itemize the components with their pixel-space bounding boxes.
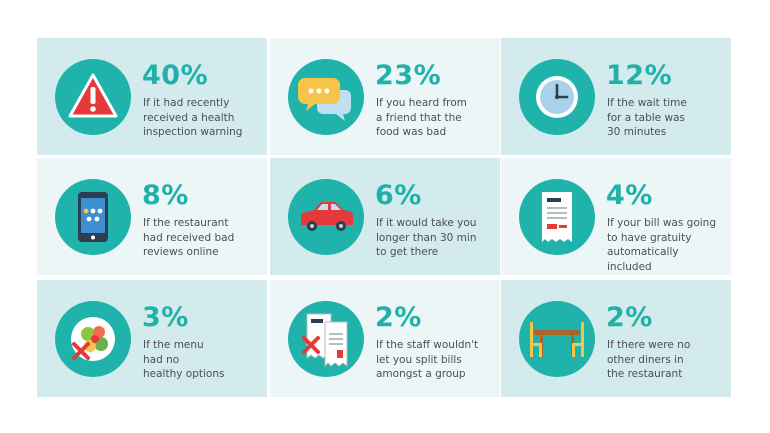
icon: [288, 301, 364, 377]
icon: [519, 59, 595, 135]
percentage: 2%: [606, 302, 653, 333]
description-line: included: [607, 260, 652, 273]
stat-card: 12% If the wait time for a table was 30 min…: [501, 38, 731, 155]
description-line: If the restaurant: [143, 217, 229, 229]
description-line: If it had recently: [143, 97, 230, 109]
percentage: 2%: [375, 302, 422, 333]
description-line: a friend that the: [376, 111, 462, 124]
description-line: If the menu: [143, 339, 204, 351]
description-line: the restaurant: [607, 368, 683, 380]
description-line: amongst a group: [376, 368, 466, 380]
description-line: let you split bills: [376, 353, 462, 366]
icon: [55, 59, 131, 135]
stat-card: 8% If the restaurant had received bad revie…: [37, 158, 267, 275]
description: If it would take you longer than 30 min to…: [376, 216, 476, 260]
icon: [288, 59, 364, 135]
icon: [519, 179, 595, 255]
percentage: 40%: [142, 60, 209, 91]
description-line: automatically: [607, 246, 679, 258]
description-line: inspection warning: [143, 126, 243, 138]
description-line: other diners in: [607, 353, 684, 366]
description-line: healthy options: [143, 368, 225, 380]
icon: [519, 301, 595, 377]
percentage: 8%: [142, 180, 189, 211]
icon: [288, 179, 364, 255]
icon: [55, 179, 131, 255]
description: If you heard from a friend that the food w…: [376, 96, 467, 140]
description-line: If the wait time: [607, 97, 687, 109]
description-line: If you heard from: [376, 97, 467, 109]
description-line: If your bill was going: [607, 217, 716, 229]
description-line: reviews online: [143, 246, 219, 258]
icon: [55, 301, 131, 377]
description-line: food was bad: [376, 126, 447, 138]
description: If the menu had no healthy options: [143, 338, 224, 382]
stat-card: 3% If the menu had no healthy options: [37, 280, 267, 397]
percentage: 23%: [375, 60, 442, 91]
description: If the wait time for a table was 30 minute…: [607, 96, 687, 140]
description-line: to get there: [376, 246, 439, 258]
description: If your bill was going to have gratuity au…: [607, 216, 716, 274]
stat-card: 6% If it would take you longer than 30 min…: [270, 158, 500, 275]
description-line: for a table was: [607, 111, 685, 124]
stat-card: 2% If there were no other diners in the res…: [501, 280, 731, 397]
description-line: received a health: [143, 111, 235, 124]
stat-card: 2% If the staff wouldn't let you split bil…: [270, 280, 500, 397]
description-line: to have gratuity: [607, 231, 692, 244]
description: If there were no other diners in the resta…: [607, 338, 690, 382]
percentage: 3%: [142, 302, 189, 333]
description-line: 30 minutes: [607, 126, 667, 138]
percentage: 4%: [606, 180, 653, 211]
description-line: had received bad: [143, 231, 235, 244]
stat-card: 23% If you heard from a friend that the foo…: [270, 38, 500, 155]
description: If the staff wouldn't let you split bills…: [376, 338, 478, 382]
percentage: 12%: [606, 60, 673, 91]
description: If it had recently received a health inspe…: [143, 96, 242, 140]
description-line: If the staff wouldn't: [376, 339, 479, 351]
description: If the restaurant had received bad reviews…: [143, 216, 234, 260]
description-line: had no: [143, 353, 180, 366]
stat-card: 4% If your bill was going to have gratuity…: [501, 158, 731, 275]
description-line: longer than 30 min: [376, 231, 477, 244]
description-line: If it would take you: [376, 217, 477, 229]
percentage: 6%: [375, 180, 422, 211]
description-line: If there were no: [607, 339, 691, 351]
stat-card: 40% If it had recently received a health in…: [37, 38, 267, 155]
